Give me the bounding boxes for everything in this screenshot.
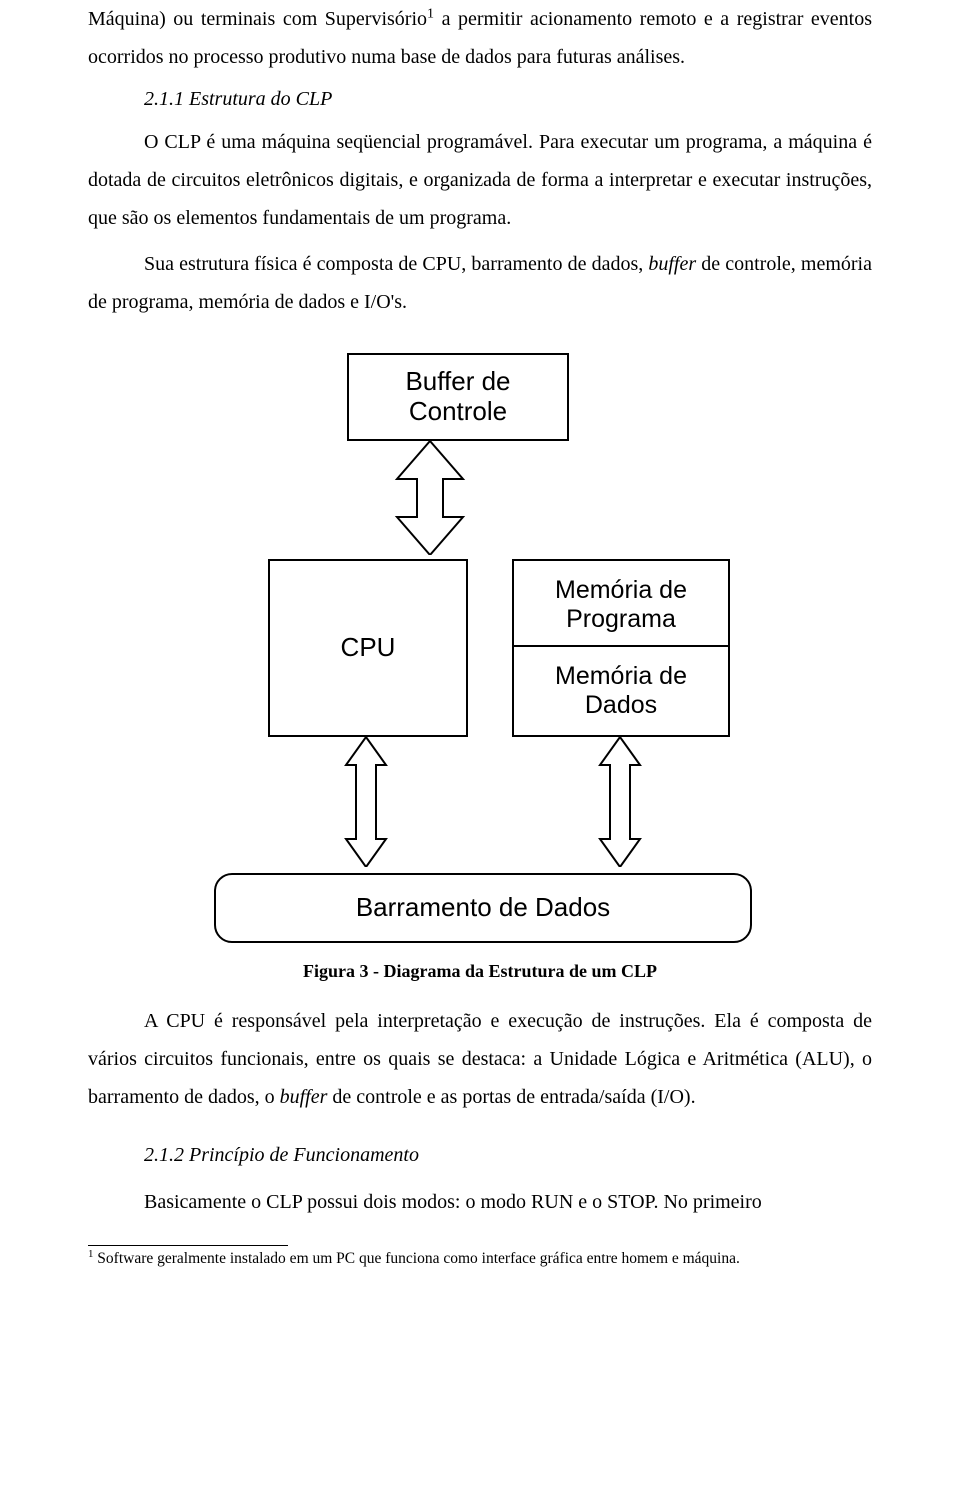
diagram-bus-box: Barramento de Dados [214,873,752,943]
figure-3-wrap: Buffer deControle CPU Memória dePrograma… [88,353,872,953]
footnote-1: 1 Software geralmente instalado em um PC… [88,1248,872,1268]
paragraph-2: O CLP é uma máquina seqüencial programáv… [88,123,872,237]
section-2-1-1-heading: 2.1.1 Estrutura do CLP [144,88,872,111]
footnote-1-text: Software geralmente instalado em um PC q… [93,1250,739,1267]
figure-3-caption: Figura 3 - Diagrama da Estrutura de um C… [88,961,872,982]
diagram-memprog-box: Memória dePrograma [512,559,730,651]
paragraph-4: A CPU é responsável pela interpretação e… [88,1002,872,1116]
figure-3-diagram: Buffer deControle CPU Memória dePrograma… [204,353,756,953]
para1-text-a: Máquina) ou terminais com Supervisório [88,8,427,30]
para3-italic-buffer: buffer [648,253,696,275]
diagram-memdados-label: Memória deDados [555,662,687,720]
paragraph-1: Máquina) ou terminais com Supervisório1 … [88,0,872,76]
arrow-mem-bus-icon [592,737,648,867]
paragraph-3: Sua estrutura física é composta de CPU, … [88,245,872,321]
diagram-cpu-label: CPU [341,633,396,663]
diagram-bus-label: Barramento de Dados [356,893,610,923]
para4-italic-buffer: buffer [280,1086,328,1108]
para3-text-a: Sua estrutura física é composta de CPU, … [144,253,648,275]
paragraph-5: Basicamente o CLP possui dois modos: o m… [88,1183,872,1221]
diagram-cpu-box: CPU [268,559,468,737]
diagram-memprog-label: Memória dePrograma [555,576,687,634]
section-2-1-2-heading: 2.1.2 Princípio de Funcionamento [144,1144,872,1167]
diagram-buffer-box: Buffer deControle [347,353,569,441]
footnote-ref-1: 1 [427,6,434,21]
arrow-buffer-cpu-icon [385,441,475,555]
diagram-memdados-box: Memória deDados [512,645,730,737]
para4-text-b: de controle e as portas de entrada/saída… [327,1086,695,1108]
diagram-buffer-label: Buffer deControle [405,367,510,427]
arrow-cpu-bus-icon [338,737,394,867]
footnote-rule [88,1245,288,1246]
